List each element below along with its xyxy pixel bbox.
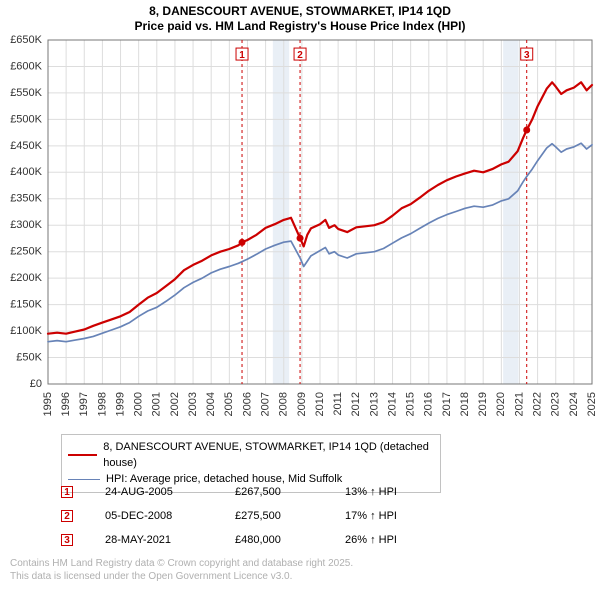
svg-text:2000: 2000 [133, 392, 145, 416]
svg-text:2001: 2001 [151, 392, 163, 416]
svg-text:2024: 2024 [568, 392, 580, 416]
svg-text:2007: 2007 [260, 392, 272, 416]
svg-text:£600K: £600K [10, 60, 42, 72]
legend-row: 8, DANESCOURT AVENUE, STOWMARKET, IP14 1… [68, 439, 434, 471]
svg-text:£450K: £450K [10, 140, 42, 152]
svg-text:2016: 2016 [423, 392, 435, 416]
event-marker: 3 [61, 534, 73, 546]
svg-text:2020: 2020 [495, 392, 507, 416]
svg-text:£500K: £500K [10, 113, 42, 125]
event-row: 1 24-AUG-2005£267,50013% ↑ HPI [61, 480, 445, 504]
svg-text:£50K: £50K [16, 351, 42, 363]
svg-text:2014: 2014 [386, 392, 398, 416]
event-price: £275,500 [235, 510, 345, 522]
svg-text:2022: 2022 [532, 392, 544, 416]
svg-text:2012: 2012 [350, 392, 362, 416]
svg-text:2013: 2013 [368, 392, 380, 416]
svg-text:2023: 2023 [550, 392, 562, 416]
svg-text:£350K: £350K [10, 193, 42, 205]
event-delta: 13% ↑ HPI [345, 486, 445, 498]
svg-text:£100K: £100K [10, 325, 42, 337]
svg-text:3: 3 [524, 50, 530, 61]
title-line-2: Price paid vs. HM Land Registry's House … [0, 19, 600, 34]
svg-text:£400K: £400K [10, 166, 42, 178]
svg-text:2017: 2017 [441, 392, 453, 416]
event-list: 1 24-AUG-2005£267,50013% ↑ HPI 2 05-DEC-200… [61, 480, 445, 552]
svg-text:2002: 2002 [169, 392, 181, 416]
attribution-line-2: This data is licensed under the Open Gov… [10, 571, 353, 584]
event-date: 05-DEC-2008 [105, 510, 235, 522]
attribution: Contains HM Land Registry data © Crown c… [10, 558, 353, 583]
attribution-line-1: Contains HM Land Registry data © Crown c… [10, 558, 353, 571]
event-row: 3 28-MAY-2021£480,00026% ↑ HPI [61, 528, 445, 552]
svg-text:£550K: £550K [10, 87, 42, 99]
event-date: 28-MAY-2021 [105, 534, 235, 546]
svg-text:2025: 2025 [586, 392, 598, 416]
legend-label: 8, DANESCOURT AVENUE, STOWMARKET, IP14 1… [103, 439, 434, 471]
svg-text:£200K: £200K [10, 272, 42, 284]
price-chart: £0 £50K £100K £150K £200K £250K £300K £350K £400… [0, 34, 600, 426]
chart-svg: £0 £50K £100K £150K £200K £250K £300K £350K £400… [0, 34, 600, 426]
event-delta: 26% ↑ HPI [345, 534, 445, 546]
event-date: 24-AUG-2005 [105, 486, 235, 498]
svg-text:2009: 2009 [296, 392, 308, 416]
svg-text:2010: 2010 [314, 392, 326, 416]
event-price: £267,500 [235, 486, 345, 498]
svg-text:£250K: £250K [10, 246, 42, 258]
event-marker: 1 [61, 486, 73, 498]
svg-text:2006: 2006 [241, 392, 253, 416]
svg-text:1995: 1995 [42, 392, 54, 416]
svg-text:1996: 1996 [60, 392, 72, 416]
event-delta: 17% ↑ HPI [345, 510, 445, 522]
svg-text:2004: 2004 [205, 392, 217, 416]
event-row: 2 05-DEC-2008£275,50017% ↑ HPI [61, 504, 445, 528]
title-line-1: 8, DANESCOURT AVENUE, STOWMARKET, IP14 1… [0, 4, 600, 19]
svg-text:1999: 1999 [114, 392, 126, 416]
svg-text:2015: 2015 [405, 392, 417, 416]
legend-swatch [68, 454, 97, 456]
event-price: £480,000 [235, 534, 345, 546]
svg-text:2005: 2005 [223, 392, 235, 416]
svg-text:1998: 1998 [96, 392, 108, 416]
chart-title: 8, DANESCOURT AVENUE, STOWMARKET, IP14 1… [0, 0, 600, 34]
svg-text:£300K: £300K [10, 219, 42, 231]
svg-text:£150K: £150K [10, 299, 42, 311]
svg-text:2011: 2011 [332, 392, 344, 416]
svg-text:2: 2 [297, 50, 303, 61]
svg-text:2019: 2019 [477, 392, 489, 416]
svg-text:2008: 2008 [278, 392, 290, 416]
svg-text:1997: 1997 [78, 392, 90, 416]
svg-text:2003: 2003 [187, 392, 199, 416]
event-marker: 2 [61, 510, 73, 522]
svg-text:2018: 2018 [459, 392, 471, 416]
svg-text:2021: 2021 [513, 392, 525, 416]
svg-text:£650K: £650K [10, 34, 42, 46]
svg-text:1: 1 [239, 50, 245, 61]
svg-text:£0: £0 [30, 378, 42, 390]
